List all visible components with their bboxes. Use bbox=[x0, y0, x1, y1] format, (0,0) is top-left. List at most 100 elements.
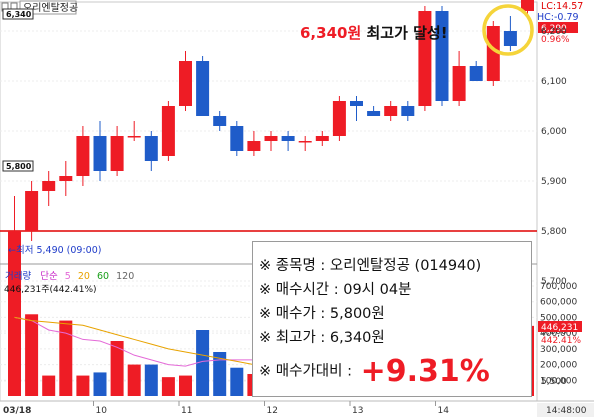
info-row-buy: ※ 매수가 : 5,800원 bbox=[259, 302, 385, 323]
volume-bar bbox=[59, 320, 73, 396]
candle bbox=[367, 106, 381, 116]
volume-axis-ticks: 700,000 600,000 500,000 400,000 300,000 200,0… bbox=[540, 282, 577, 386]
candle bbox=[230, 121, 244, 156]
candles bbox=[8, 0, 534, 386]
time-label: 10 bbox=[96, 406, 108, 416]
candle bbox=[59, 161, 73, 196]
current-pct: 0.96% bbox=[541, 35, 570, 45]
candle bbox=[469, 61, 483, 81]
volume-tick: 200,000 bbox=[540, 361, 577, 371]
info-ratio-value: +9.31% bbox=[360, 354, 490, 389]
candle bbox=[384, 101, 398, 121]
volume-legend: 거래량 단순 5 20 60 120 bbox=[5, 270, 134, 282]
candle bbox=[144, 131, 158, 171]
time-label: 13 bbox=[352, 406, 363, 416]
volume-bar bbox=[213, 352, 227, 396]
hc-label: HC:-0.79 bbox=[537, 12, 579, 23]
candle bbox=[179, 51, 192, 111]
volume-tick: 600,000 bbox=[540, 298, 577, 308]
info-row-time: ※ 매수시간 : 09시 04분 bbox=[259, 278, 411, 299]
candle bbox=[435, 6, 449, 106]
stock-label: 오리엔탈정공 bbox=[23, 1, 78, 14]
volume-legend-ma5: 5 bbox=[65, 271, 71, 282]
volume-tick: 400,000 bbox=[540, 329, 577, 339]
price-tick: 5,800 bbox=[541, 227, 567, 237]
candle bbox=[25, 181, 39, 241]
candle bbox=[127, 121, 141, 141]
buy-tag: 5,800 bbox=[6, 162, 32, 171]
high-callout: 6,340원 최고가 달성! bbox=[300, 22, 448, 43]
info-row-name: ※ 종목명 : 오리엔탈정공 (014940) bbox=[259, 254, 481, 275]
candle bbox=[315, 131, 329, 146]
info-ratio-label: ※ 매수가대비 : bbox=[259, 363, 357, 380]
price-tick: 5,900 bbox=[541, 177, 567, 187]
volume-legend-ma120: 120 bbox=[116, 271, 134, 282]
candle bbox=[213, 111, 227, 131]
candle bbox=[521, 0, 534, 16]
candle bbox=[281, 131, 295, 151]
candle bbox=[298, 136, 312, 151]
info-row-high: ※ 최고가 : 6,340원 bbox=[259, 326, 385, 347]
volume-legend-label: 거래량 bbox=[5, 270, 31, 282]
buy-tag-box bbox=[2, 160, 34, 172]
current-volume: 446,231 bbox=[541, 323, 578, 333]
volume-bar bbox=[127, 364, 141, 396]
volume-legend-ma-label: 단순 bbox=[40, 271, 58, 282]
volume-bar bbox=[179, 375, 192, 396]
candle bbox=[486, 21, 500, 86]
current-volume-pct: 442.41% bbox=[541, 336, 581, 346]
low-annotation: ←최저 5,490 (09:00) bbox=[8, 245, 101, 256]
volume-tick: 700,000 bbox=[540, 282, 577, 292]
info-time-label: ※ 매수시간 : bbox=[259, 282, 344, 298]
candle bbox=[110, 126, 124, 176]
callout-text: 최고가 달성! bbox=[366, 24, 448, 42]
info-name-label: ※ 종목명 : bbox=[259, 258, 330, 274]
candle bbox=[503, 16, 517, 51]
last-time-box bbox=[537, 403, 594, 417]
volume-bar bbox=[230, 367, 244, 396]
current-volume-box bbox=[538, 321, 582, 332]
stock-label-box bbox=[19, 0, 77, 15]
volume-bar bbox=[42, 375, 56, 396]
candle bbox=[452, 51, 466, 106]
volume-bar bbox=[144, 364, 158, 396]
candle bbox=[42, 171, 56, 206]
current-price-box bbox=[538, 22, 578, 33]
candle bbox=[418, 6, 432, 111]
volume-bar bbox=[8, 317, 21, 396]
price-tick: 5,500 bbox=[541, 377, 567, 387]
volume-bar bbox=[25, 314, 39, 396]
volume-bar bbox=[161, 377, 175, 396]
time-label: 14 bbox=[438, 406, 450, 416]
candle bbox=[76, 126, 90, 186]
time-label: 11 bbox=[181, 406, 192, 416]
high-tag: 6,340 bbox=[6, 10, 32, 19]
trade-info-box: ※ 종목명 : 오리엔탈정공 (014940) ※ 매수시간 : 09시 04분… bbox=[252, 241, 532, 397]
volume-bars bbox=[8, 314, 534, 396]
volume-bar bbox=[110, 341, 124, 396]
callout-price: 6,340원 bbox=[300, 24, 362, 42]
info-row-ratio: ※ 매수가대비 : +9.31% bbox=[259, 354, 490, 389]
candle bbox=[264, 131, 278, 151]
high-highlight-circle bbox=[482, 4, 534, 56]
time-axis-labels: 03/18 10 11 12 13 14 bbox=[3, 401, 449, 416]
candle bbox=[247, 131, 261, 156]
volume-tick: 500,000 bbox=[540, 313, 577, 323]
info-buy-value: 5,800원 bbox=[329, 306, 385, 322]
price-tick: 6,200 bbox=[541, 27, 567, 37]
info-buy-label: ※ 매수가 : bbox=[259, 306, 330, 322]
info-high-label: ※ 최고가 : bbox=[259, 330, 330, 346]
info-name-value: 오리엔탈정공 (014940) bbox=[329, 258, 482, 274]
candle bbox=[332, 96, 346, 141]
volume-legend-ma60: 60 bbox=[97, 271, 109, 282]
lc-label: LC:14.57 bbox=[541, 1, 583, 12]
high-tag-box bbox=[2, 8, 34, 20]
candle bbox=[350, 96, 363, 121]
volume-legend-ma20: 20 bbox=[78, 271, 90, 282]
volume-bar bbox=[76, 375, 90, 396]
volume-tick: 300,000 bbox=[540, 345, 577, 355]
candle bbox=[161, 101, 175, 161]
info-high-value: 6,340원 bbox=[329, 330, 385, 346]
price-tick: 6,000 bbox=[541, 127, 567, 137]
volume-bar bbox=[93, 372, 107, 396]
